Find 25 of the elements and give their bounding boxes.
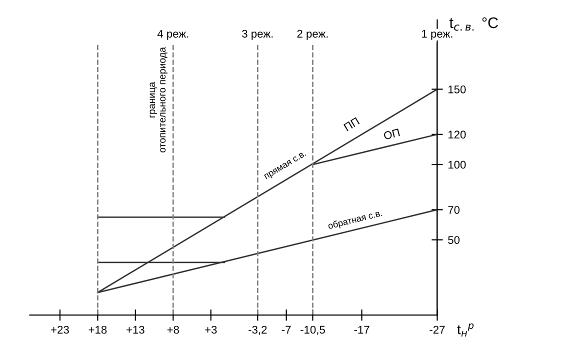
x-tick-label: -27 — [430, 326, 445, 334]
x-tick-label: +13 — [126, 326, 144, 334]
x-tick-label: -10,5 — [300, 326, 325, 335]
ref-line-label: 1 реж. — [422, 30, 452, 40]
x-tick-label: +23 — [51, 326, 69, 334]
x-tick-label: +8 — [167, 326, 179, 334]
ref-line-label: 3 реж. — [242, 30, 273, 40]
x-tick-label: +18 — [88, 326, 107, 334]
ref-line-label: 4 реж. — [157, 30, 188, 40]
annotation: граница отопительного периода — [150, 47, 168, 152]
x-tick-label: -17 — [354, 326, 370, 334]
y-tick-label: 50 — [448, 236, 460, 244]
y-axis-title: t$_{с.в.}$ °C — [449, 17, 498, 31]
y-tick-label: 150 — [448, 85, 466, 94]
x-axis-title: t$_{н}$$^{р}$ — [457, 323, 474, 336]
annotation: ПП — [344, 117, 360, 132]
y-tick-label: 70 — [448, 206, 460, 214]
annotation: ОП — [383, 128, 400, 140]
y-tick-label: 100 — [448, 160, 466, 169]
x-tick-label: -3,2 — [248, 326, 267, 335]
annotation: обратная с.в. — [328, 209, 383, 231]
x-tick-label: -7 — [282, 326, 291, 334]
ref-line-label: 2 реж. — [297, 30, 328, 40]
y-tick-label: 120 — [448, 130, 466, 139]
x-tick-label: +3 — [205, 326, 217, 334]
